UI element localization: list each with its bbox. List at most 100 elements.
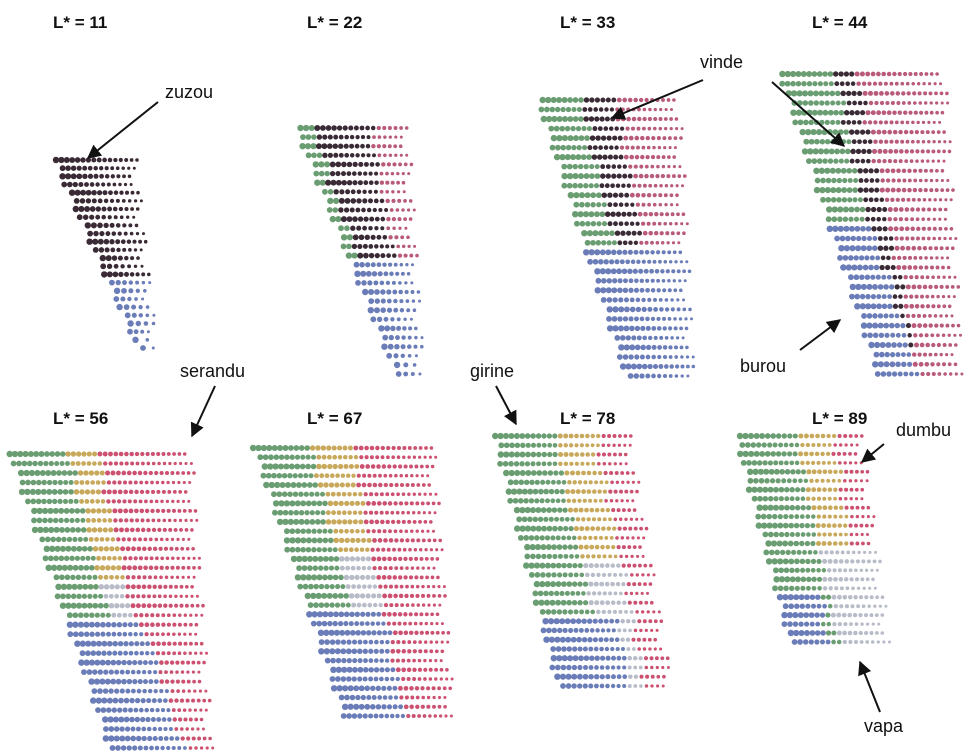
burou-dot — [120, 745, 127, 751]
serandu-dot — [382, 593, 388, 599]
serandu-dot — [372, 473, 377, 478]
vinde-dot — [945, 353, 949, 357]
vapa-dot — [360, 556, 366, 562]
burou-dot — [872, 322, 879, 329]
gruen-dot — [294, 500, 301, 507]
burou-dot — [845, 264, 852, 271]
vinde-dot — [943, 140, 947, 144]
dumbu-dot — [798, 451, 804, 457]
vinde-dot — [886, 110, 892, 115]
serandu-dot — [619, 462, 623, 466]
gruen-dot — [825, 196, 832, 203]
zuzou-dot — [91, 198, 97, 204]
burou-dot — [872, 236, 878, 241]
gruen-dot — [307, 602, 314, 608]
serandu-dot — [163, 603, 168, 608]
burou-dot — [862, 264, 869, 271]
vinde-dot — [871, 158, 876, 164]
zuzou-dot — [364, 234, 370, 240]
burou-dot — [629, 297, 635, 303]
gruen-dot — [785, 549, 791, 556]
burou-dot — [582, 673, 589, 680]
vinde-dot — [915, 217, 920, 222]
vapa-dot — [114, 603, 120, 609]
vinde-dot — [912, 187, 918, 193]
burou-dot — [336, 685, 343, 692]
gruen-dot — [792, 451, 798, 457]
serandu-dot — [403, 685, 409, 691]
burou-dot — [782, 603, 789, 610]
zuzou-dot — [614, 126, 619, 131]
burou-dot — [809, 621, 815, 627]
gruen-dot — [772, 585, 778, 592]
serandu-dot — [191, 547, 195, 551]
vapa-dot — [367, 602, 373, 608]
gruen-dot — [268, 481, 275, 489]
vinde-dot — [398, 144, 403, 148]
serandu-dot — [653, 647, 657, 651]
burou-dot — [865, 293, 871, 300]
label-burou: burou — [740, 356, 786, 376]
serandu-dot — [432, 529, 435, 533]
burou-dot — [395, 271, 400, 276]
vinde-dot — [632, 183, 637, 188]
panel-l33-dots — [538, 96, 696, 379]
gruen-dot — [54, 460, 60, 467]
gruen-dot — [38, 451, 45, 457]
vinde-dot — [399, 126, 403, 130]
dumbu-dot — [585, 452, 590, 457]
gruen-dot — [544, 581, 551, 588]
serandu-dot — [408, 630, 414, 636]
serandu-dot — [407, 640, 412, 645]
burou-dot — [879, 351, 885, 358]
gruen-dot — [574, 554, 580, 559]
gruen-dot — [58, 507, 65, 514]
vinde-dot — [940, 110, 945, 115]
serandu-dot — [428, 667, 433, 672]
serandu-dot — [183, 613, 187, 617]
burou-dot — [860, 245, 867, 252]
vinde-dot — [663, 221, 667, 226]
serandu-dot — [426, 704, 431, 709]
burou-dot — [611, 655, 616, 661]
vapa-dot — [620, 637, 625, 642]
serandu-dot — [400, 603, 405, 608]
serandu-dot — [110, 470, 116, 476]
dumbu-dot — [351, 473, 356, 478]
arrow-dumbu — [860, 443, 885, 463]
zuzou-dot — [898, 303, 904, 309]
dumbu-dot — [94, 470, 100, 476]
serandu-dot — [420, 593, 426, 598]
gruen-dot — [58, 555, 65, 562]
vinde-dot — [644, 240, 649, 245]
serandu-dot — [190, 603, 195, 608]
vinde-dot — [913, 72, 918, 76]
burou-dot — [117, 707, 123, 713]
gruen-dot — [317, 555, 324, 562]
gruen-dot — [513, 433, 520, 439]
gruen-dot — [793, 522, 800, 529]
gruen-dot — [783, 585, 789, 592]
gruen-dot — [578, 135, 585, 142]
serandu-dot — [97, 451, 103, 457]
gruen-dot — [502, 432, 510, 440]
burou-dot — [120, 296, 126, 302]
serandu-dot — [409, 501, 414, 506]
burou-dot — [399, 299, 404, 304]
vinde-dot — [900, 139, 905, 144]
gruen-dot — [497, 451, 504, 458]
zuzou-dot — [863, 168, 869, 174]
gruen-dot — [344, 225, 350, 231]
burou-dot — [122, 707, 128, 713]
serandu-dot — [146, 603, 152, 609]
dumbu-dot — [343, 454, 348, 460]
zuzou-dot — [118, 206, 124, 212]
vapa-dot — [861, 559, 866, 564]
burou-dot — [333, 611, 339, 618]
vapa-dot — [858, 630, 863, 636]
gruen-dot — [316, 574, 323, 581]
zuzou-dot — [611, 97, 617, 103]
zuzou-dot — [74, 189, 81, 196]
vinde-dot — [922, 323, 928, 328]
serandu-dot — [646, 591, 649, 595]
